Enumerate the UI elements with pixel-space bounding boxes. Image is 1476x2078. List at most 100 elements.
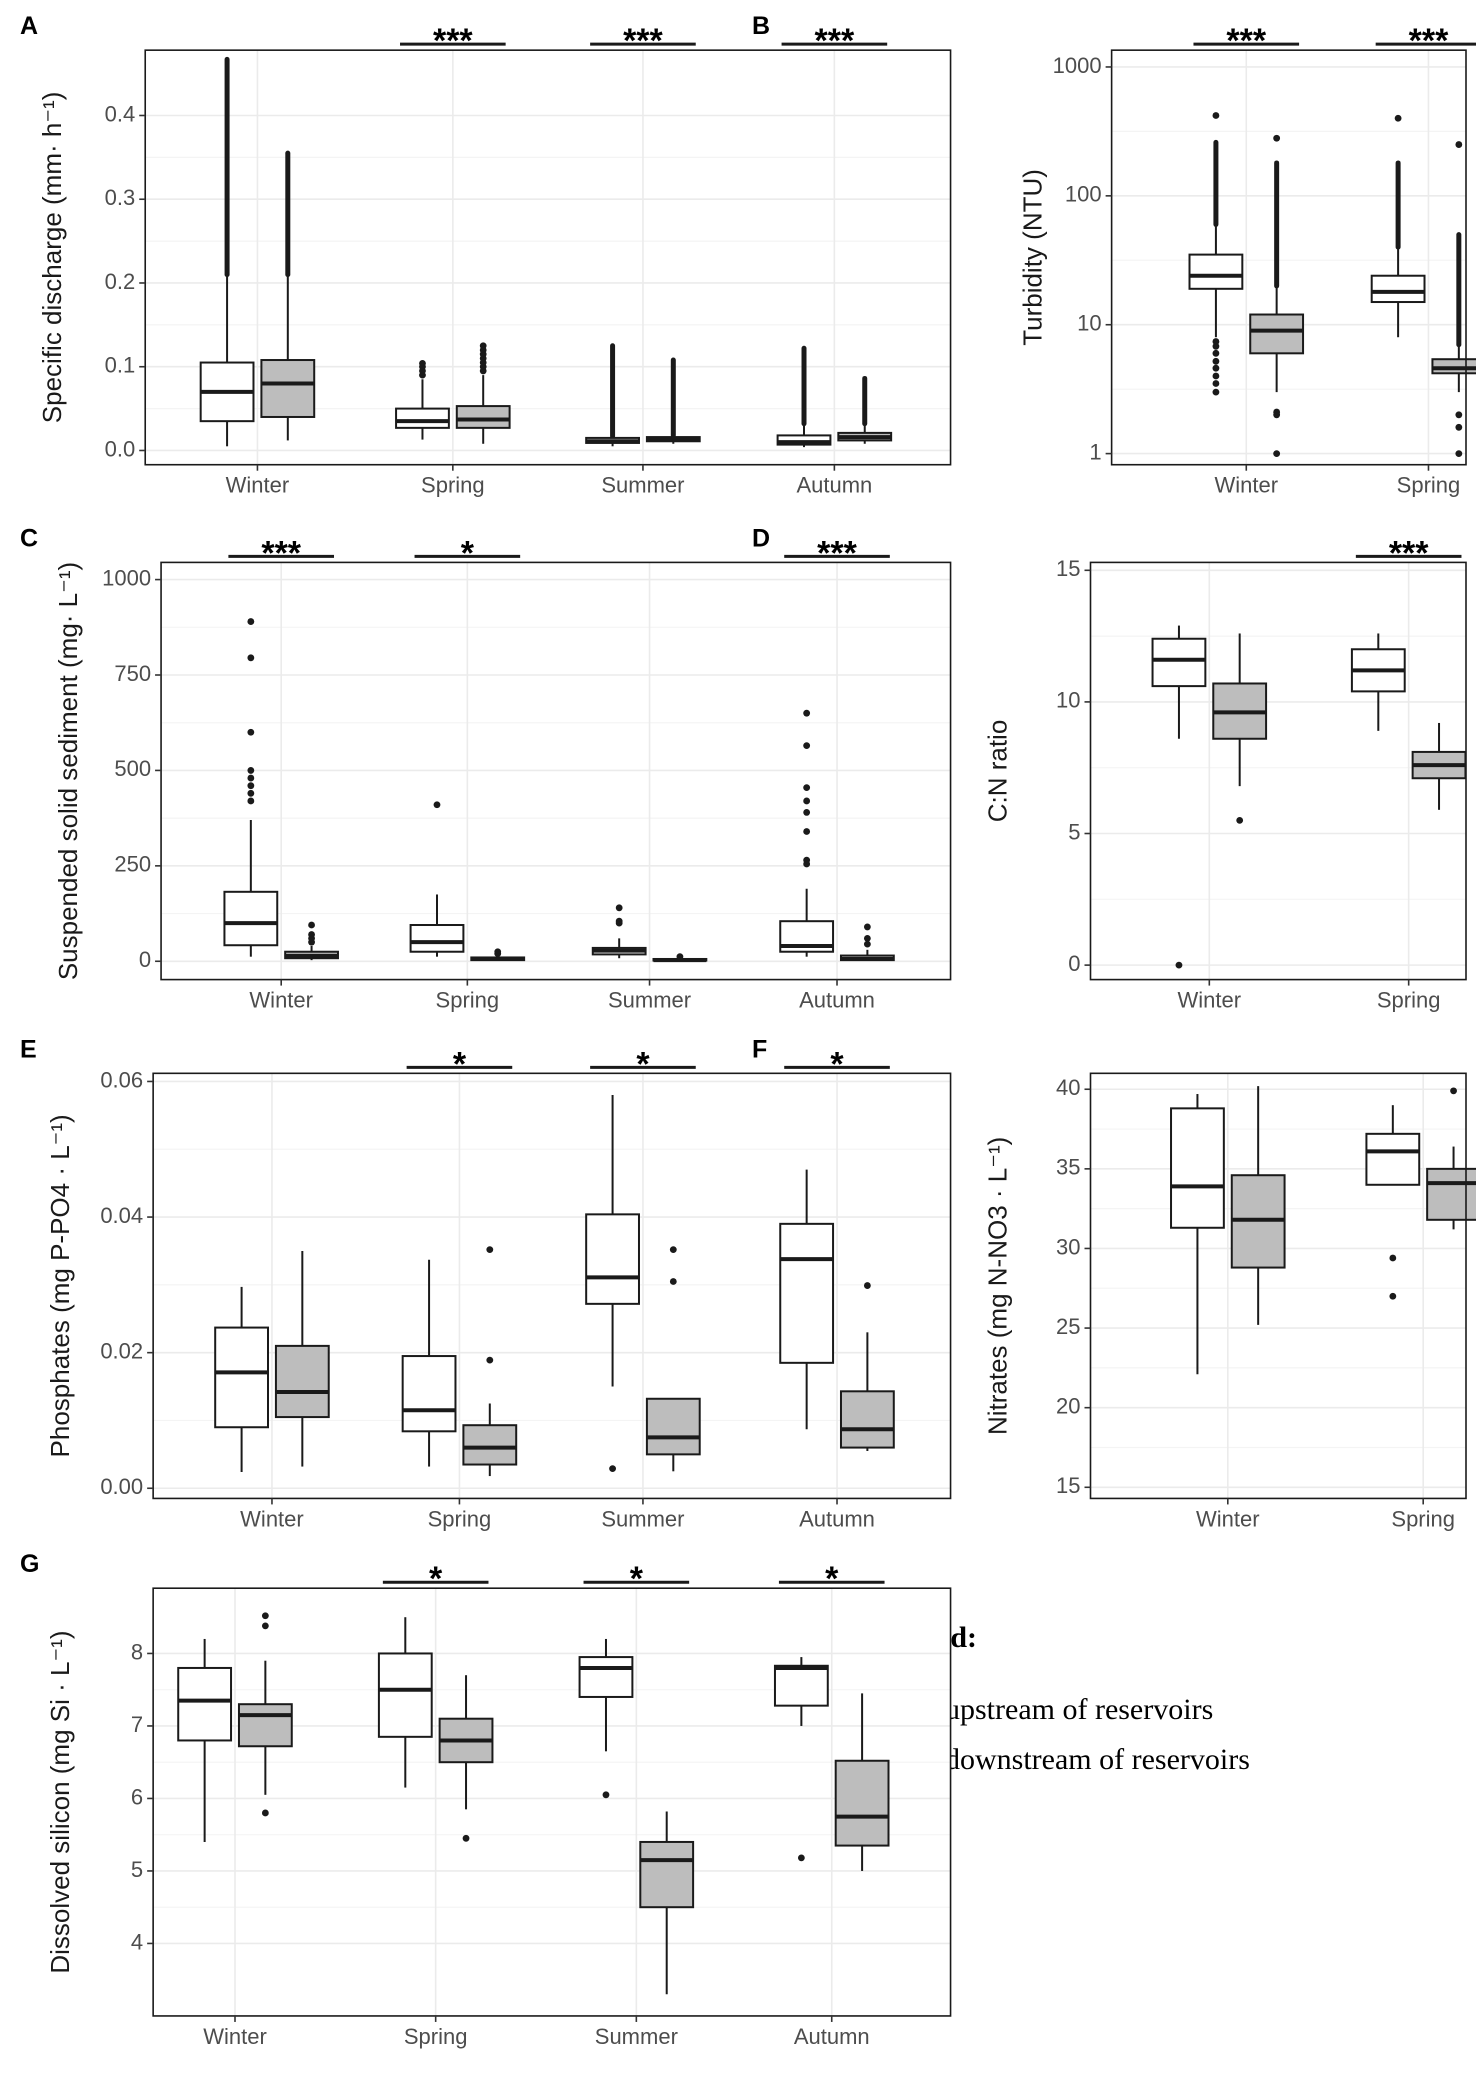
box-downstream-autumn — [839, 923, 895, 962]
iqr-box — [274, 1344, 330, 1419]
outlier-point — [479, 342, 487, 350]
outlier-point — [1236, 816, 1244, 824]
box-upstream-spring — [409, 801, 465, 957]
y-tick-label: 35 — [1056, 1155, 1080, 1180]
legend-label-upstream: upstream of reservoirs — [945, 1693, 1213, 1726]
y-tick-label: 0.2 — [105, 269, 136, 294]
significance-stars: * — [429, 1560, 443, 1598]
panel-frame — [1089, 561, 1467, 981]
box-downstream-spring — [462, 1246, 518, 1477]
iqr-box — [1188, 253, 1244, 290]
y-tick-label: 0.4 — [105, 101, 136, 126]
y-tick-label: 0.1 — [105, 353, 136, 378]
x-tick-label: Autumn — [799, 1506, 875, 1531]
x-tick-label: Autumn — [794, 2024, 870, 2049]
iqr-box — [177, 1666, 233, 1742]
x-tick-label: Summer — [608, 988, 691, 1013]
iqr-box — [455, 405, 511, 429]
x-tick-label: Winter — [1215, 473, 1279, 498]
box-downstream-spring — [438, 1675, 494, 1842]
outlier-point — [247, 797, 255, 805]
box-downstream-winter — [284, 921, 339, 961]
x-tick-label: Spring — [1397, 473, 1461, 498]
iqr-box — [1151, 637, 1207, 688]
iqr-box — [585, 1213, 640, 1305]
box-upstream-spring — [401, 1259, 457, 1467]
panel-G: 4 5 6 7 8 Winter Spring Summer Autumn Dissolved s… — [20, 1550, 952, 2049]
panel-label: G — [20, 1550, 39, 1578]
y-tick-label: 15 — [1056, 1473, 1080, 1498]
box-upstream-autumn — [776, 345, 832, 448]
outlier-point — [669, 1278, 677, 1285]
outlier-point — [247, 618, 255, 625]
panel-background — [1090, 562, 1466, 980]
outlier-point — [308, 921, 315, 929]
outlier-point — [797, 1854, 805, 1862]
y-tick-label: 20 — [1056, 1393, 1080, 1418]
y-tick-label: 1000 — [102, 565, 151, 590]
x-tick-label: Winter — [1196, 1506, 1260, 1531]
x-tick-label: Winter — [1178, 988, 1242, 1013]
y-tick-label: 750 — [114, 661, 151, 686]
box-upstream-summer — [585, 1095, 640, 1472]
y-tick-label: 500 — [114, 756, 151, 781]
panel-frame — [152, 1072, 952, 1500]
iqr-box — [645, 1397, 701, 1456]
box-upstream-summer — [585, 343, 640, 447]
y-tick-label: 0.06 — [100, 1067, 143, 1092]
panel-frame — [1110, 49, 1467, 466]
panel-E: 0.00 0.02 0.04 0.06 Winter Spring Summer Autumn… — [20, 1035, 952, 1531]
panel-C: 0 250 500 750 1000 Winter Spring Summer Autumn Su… — [20, 524, 952, 1013]
outlier-point — [1273, 408, 1281, 416]
x-tick-label: Spring — [436, 988, 500, 1013]
box-downstream-winter — [1249, 134, 1305, 458]
box-downstream-autumn — [839, 1282, 895, 1451]
box-upstream-spring — [1350, 633, 1406, 731]
outlier-point — [1212, 342, 1220, 350]
outlier-point — [419, 359, 426, 367]
x-tick-label: Winter — [249, 988, 313, 1013]
outlier-point — [308, 931, 315, 938]
outlier-point — [803, 784, 811, 792]
outlier-point — [803, 797, 811, 805]
outlier-point — [602, 1791, 610, 1799]
y-tick-label: 8 — [131, 1639, 143, 1664]
y-tick-label: 5 — [1068, 819, 1080, 844]
panel-label: B — [752, 12, 770, 40]
panel-frame — [1089, 1072, 1467, 1500]
legend-label-downstream: downstream of reservoirs — [945, 1743, 1250, 1776]
panel-B: 1101001000WinterSpringSummerAutumnTurbid… — [752, 12, 1476, 498]
significance-stars: * — [830, 1045, 844, 1083]
box-downstream-summer — [639, 1811, 695, 1995]
panel-label: C — [20, 524, 38, 552]
panel-background — [1111, 50, 1466, 465]
x-tick-label: Autumn — [796, 473, 872, 498]
outlier-point — [803, 709, 811, 717]
panel-A: 0.0 0.1 0.2 0.3 0.4 Winter Spring Summer Autumn S… — [20, 12, 952, 498]
y-tick-label: 15 — [1056, 556, 1080, 581]
significance-stars: *** — [1389, 534, 1429, 572]
significance-stars: *** — [1226, 22, 1266, 60]
panel-background — [153, 1588, 951, 2016]
box-downstream-autumn — [837, 375, 893, 444]
box-downstream-winter — [1230, 1086, 1286, 1325]
y-axis-title: Nitrates (mg N-NO3 · L⁻¹) — [982, 1137, 1012, 1435]
x-tick-label: Autumn — [799, 988, 875, 1013]
outlier-point — [863, 934, 871, 942]
outlier-point — [247, 774, 255, 782]
x-tick-label: Summer — [601, 473, 684, 498]
x-tick-label: Spring — [1391, 1506, 1455, 1531]
outlier-point — [863, 923, 871, 931]
iqr-box — [1426, 1167, 1476, 1221]
significance-stars: *** — [261, 534, 301, 572]
box-downstream-winter — [274, 1250, 330, 1467]
y-tick-label: 5 — [131, 1857, 143, 1882]
box-upstream-summer — [578, 1638, 634, 1799]
outlier-point — [261, 1612, 269, 1620]
outlier-point — [494, 948, 502, 956]
iqr-box — [776, 434, 832, 446]
y-tick-label: 0.3 — [105, 185, 136, 210]
x-tick-label: Winter — [203, 2024, 267, 2049]
box-downstream-autumn — [834, 1693, 890, 1871]
